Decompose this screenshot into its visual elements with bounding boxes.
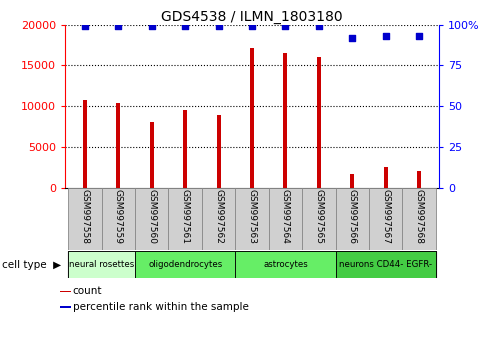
Point [215,24,223,29]
Text: neural rosettes: neural rosettes [69,260,134,269]
Bar [183,110,187,188]
Bar [250,48,254,188]
Bar [384,167,388,188]
Point [281,24,289,29]
Bar [268,188,302,250]
Bar [60,291,71,292]
Bar [83,100,87,188]
Point [148,24,156,29]
Bar [135,251,236,278]
Text: neurons CD44- EGFR-: neurons CD44- EGFR- [339,260,432,269]
Point [181,24,189,29]
Text: count: count [73,286,102,296]
Bar [302,188,335,250]
Bar [236,188,268,250]
Point [415,33,423,39]
Point [81,24,89,29]
Bar [150,122,154,188]
Bar [317,57,321,188]
Text: GSM997563: GSM997563 [248,189,256,245]
Bar [202,188,236,250]
Text: cell type  ▶: cell type ▶ [2,259,61,270]
Text: GSM997564: GSM997564 [281,189,290,244]
Point [248,24,256,29]
Point [315,24,323,29]
Text: GSM997568: GSM997568 [415,189,424,245]
Bar [350,174,354,188]
Bar [169,188,202,250]
Title: GDS4538 / ILMN_1803180: GDS4538 / ILMN_1803180 [161,10,343,24]
Bar [217,115,221,188]
Point [382,33,390,39]
Text: percentile rank within the sample: percentile rank within the sample [73,302,249,312]
Bar [102,188,135,250]
Point [348,35,356,41]
Text: GSM997566: GSM997566 [348,189,357,245]
Text: astrocytes: astrocytes [263,260,308,269]
Bar [60,306,71,308]
Text: GSM997559: GSM997559 [114,189,123,245]
Bar [116,103,120,188]
Text: GSM997560: GSM997560 [147,189,156,245]
Text: GSM997567: GSM997567 [381,189,390,245]
Bar [236,251,335,278]
Bar [369,188,402,250]
Bar [68,251,135,278]
Text: GSM997565: GSM997565 [314,189,323,245]
Bar [335,251,436,278]
Bar [283,53,287,188]
Point [114,24,122,29]
Bar [68,188,102,250]
Text: GSM997558: GSM997558 [80,189,89,245]
Bar [335,188,369,250]
Bar [402,188,436,250]
Bar [417,171,421,188]
Bar [135,188,169,250]
Text: GSM997561: GSM997561 [181,189,190,245]
Text: GSM997562: GSM997562 [214,189,223,244]
Text: oligodendrocytes: oligodendrocytes [148,260,222,269]
